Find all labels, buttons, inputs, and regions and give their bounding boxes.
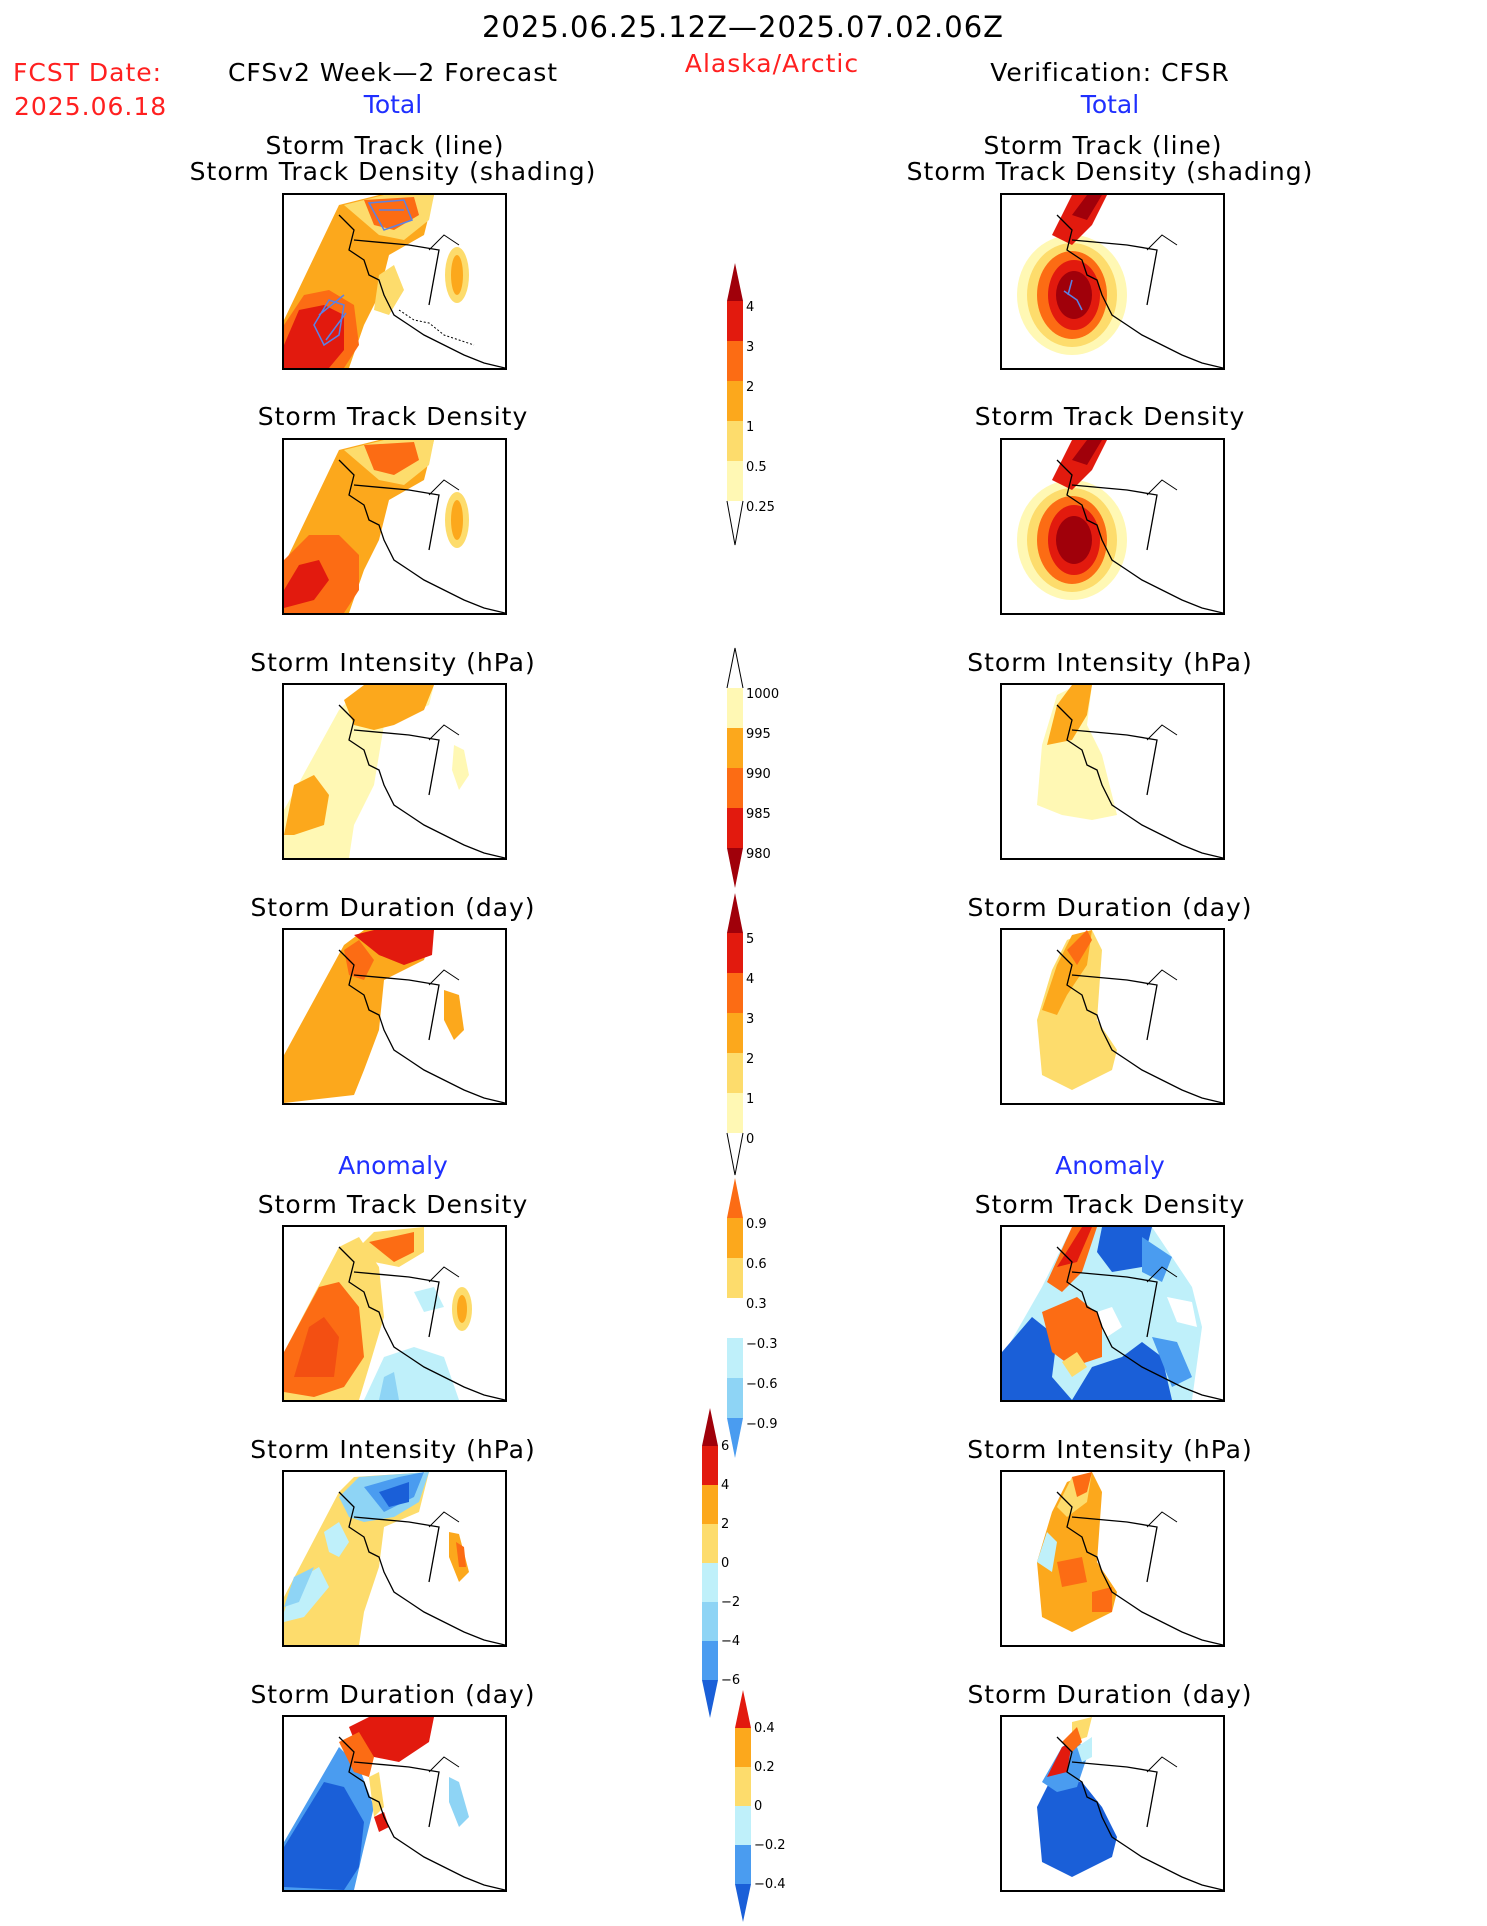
right-track-shading-title: Storm Track Density (shading) (906, 157, 1314, 186)
left-track-shading-title: Storm Track Density (shading) (189, 157, 597, 186)
forecast-intensity-anomaly-map (282, 1470, 507, 1647)
left-anomaly-label: Anomaly (338, 1151, 448, 1180)
left-anom-duration-title: Storm Duration (day) (250, 1680, 536, 1709)
verification-density-map (1000, 438, 1225, 615)
right-duration-title: Storm Duration (day) (967, 893, 1253, 922)
intensity-tick-4: 985 (746, 807, 771, 822)
forecast-density-anomaly-map (282, 1225, 507, 1402)
duration-anomaly-colorbar: 0.4 0.2 0 −0.2 −0.4 (730, 1690, 800, 1926)
density-anomaly-colorbar: 0.9 0.6 0.3 −0.3 −0.6 −0.9 (722, 1178, 792, 1462)
left-track-density-title: Storm Track Density (257, 402, 529, 431)
intensity-colorbar: 1000 995 990 985 980 (722, 647, 792, 892)
right-intensity-title: Storm Intensity (hPa) (967, 648, 1253, 677)
density-tick-5: 0.5 (746, 460, 767, 475)
intensity-tick-2: 995 (746, 727, 771, 742)
density-anom-tick-2: 0.6 (746, 1257, 767, 1272)
density-tick-2: 3 (746, 340, 754, 355)
intensity-anom-tick-1: 6 (721, 1439, 729, 1454)
duration-tick-1: 5 (746, 932, 754, 947)
duration-anom-tick-1: 0.4 (754, 1721, 775, 1736)
right-anom-density-title: Storm Track Density (974, 1190, 1246, 1219)
fcst-date-label: FCST Date: (13, 58, 163, 87)
forecast-duration-map (282, 928, 507, 1105)
duration-tick-4: 2 (746, 1052, 754, 1067)
intensity-anom-tick-7: −6 (721, 1673, 740, 1688)
verification-total-label: Total (1080, 90, 1140, 119)
duration-anom-tick-5: −0.4 (754, 1877, 786, 1892)
left-anom-intensity-title: Storm Intensity (hPa) (250, 1435, 536, 1464)
forecast-track-map (282, 193, 507, 370)
density-tick-3: 2 (746, 380, 754, 395)
density-anom-tick-6: −0.9 (746, 1417, 778, 1432)
right-track-line-title: Storm Track (line) (983, 131, 1223, 160)
duration-anom-tick-3: 0 (754, 1799, 762, 1814)
density-tick-4: 1 (746, 420, 754, 435)
date-range-title: 2025.06.25.12Z—2025.07.02.06Z (481, 10, 1005, 44)
intensity-anomaly-colorbar: 6 4 2 0 −2 −4 −6 (697, 1408, 767, 1722)
verification-intensity-map (1000, 683, 1225, 860)
forecast-title: CFSv2 Week—2 Forecast (227, 58, 559, 87)
duration-anom-tick-4: −0.2 (754, 1838, 786, 1853)
right-anomaly-label: Anomaly (1055, 1151, 1165, 1180)
intensity-anom-tick-2: 4 (721, 1478, 729, 1493)
verification-duration-map (1000, 928, 1225, 1105)
right-anom-duration-title: Storm Duration (day) (967, 1680, 1253, 1709)
right-track-density-title: Storm Track Density (974, 402, 1246, 431)
left-anom-density-title: Storm Track Density (257, 1190, 529, 1219)
forecast-duration-anomaly-map (282, 1715, 507, 1892)
fcst-date-value: 2025.06.18 (14, 92, 168, 121)
intensity-tick-1: 1000 (746, 687, 779, 702)
duration-tick-6: 0 (746, 1132, 754, 1147)
intensity-anom-tick-4: 0 (721, 1556, 729, 1571)
left-intensity-title: Storm Intensity (hPa) (250, 648, 536, 677)
duration-colorbar: 5 4 3 2 1 0 (722, 893, 792, 1179)
forecast-total-label: Total (363, 90, 423, 119)
duration-tick-2: 4 (746, 972, 754, 987)
duration-anom-tick-2: 0.2 (754, 1760, 775, 1775)
density-tick-1: 4 (746, 300, 754, 315)
intensity-anom-tick-3: 2 (721, 1517, 729, 1532)
left-track-line-title: Storm Track (line) (265, 131, 505, 160)
intensity-anom-tick-5: −2 (721, 1595, 740, 1610)
density-colorbar: 4 3 2 1 0.5 0.25 (722, 263, 792, 549)
forecast-intensity-map (282, 683, 507, 860)
verification-density-anomaly-map (1000, 1225, 1225, 1402)
intensity-anom-tick-6: −4 (721, 1634, 740, 1649)
right-anom-intensity-title: Storm Intensity (hPa) (967, 1435, 1253, 1464)
left-duration-title: Storm Duration (day) (250, 893, 536, 922)
verification-track-map (1000, 193, 1225, 370)
intensity-tick-3: 990 (746, 767, 771, 782)
density-anom-tick-1: 0.9 (746, 1217, 767, 1232)
verification-title: Verification: CFSR (990, 58, 1230, 87)
density-anom-tick-5: −0.6 (746, 1377, 778, 1392)
density-anom-tick-4: −0.3 (746, 1337, 778, 1352)
region-title: Alaska/Arctic (684, 49, 860, 78)
verification-intensity-anomaly-map (1000, 1470, 1225, 1647)
density-tick-6: 0.25 (746, 500, 775, 515)
duration-tick-5: 1 (746, 1092, 754, 1107)
intensity-tick-5: 980 (746, 847, 771, 862)
density-anom-tick-3: 0.3 (746, 1297, 767, 1312)
forecast-density-map (282, 438, 507, 615)
verification-duration-anomaly-map (1000, 1715, 1225, 1892)
duration-tick-3: 3 (746, 1012, 754, 1027)
